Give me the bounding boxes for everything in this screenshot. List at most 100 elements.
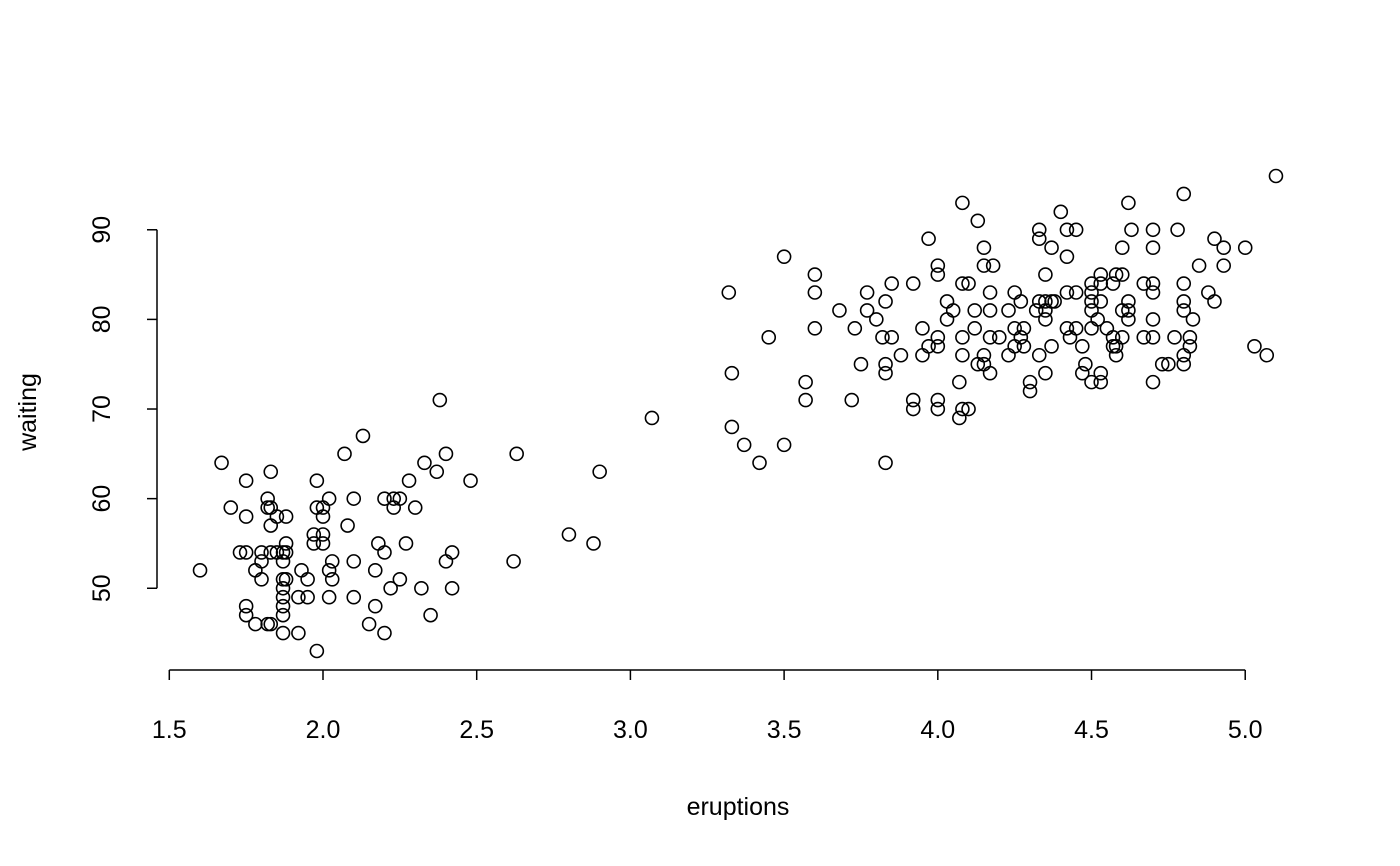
point xyxy=(232,545,248,560)
point xyxy=(970,213,986,229)
point xyxy=(321,563,337,578)
point xyxy=(1084,285,1099,300)
point xyxy=(893,347,909,363)
point xyxy=(1201,285,1216,300)
point xyxy=(269,509,285,524)
point xyxy=(414,580,429,596)
point xyxy=(1074,338,1090,354)
point xyxy=(1068,321,1084,336)
point xyxy=(1031,231,1047,247)
point xyxy=(1114,240,1130,255)
point xyxy=(875,330,890,345)
point xyxy=(263,616,279,632)
point xyxy=(592,464,607,480)
point xyxy=(278,536,294,551)
point xyxy=(438,554,454,569)
point xyxy=(878,294,893,309)
point xyxy=(1207,231,1222,247)
point xyxy=(644,410,660,426)
x-tick-label: 2.0 xyxy=(306,716,341,744)
point xyxy=(223,500,239,515)
point xyxy=(1145,222,1161,238)
point xyxy=(1207,294,1222,309)
point xyxy=(955,347,970,363)
point xyxy=(807,321,823,336)
point xyxy=(1016,321,1032,336)
point xyxy=(985,258,1001,273)
point xyxy=(776,249,792,264)
point xyxy=(278,572,294,587)
point xyxy=(807,285,823,300)
point xyxy=(1093,294,1109,309)
point xyxy=(306,527,322,542)
point xyxy=(1145,374,1161,390)
point xyxy=(982,285,998,300)
point xyxy=(321,491,337,506)
point xyxy=(377,491,392,506)
point xyxy=(1114,330,1130,345)
point xyxy=(905,276,921,291)
point xyxy=(961,276,976,291)
y-tick-label: 60 xyxy=(88,485,116,513)
point xyxy=(248,616,263,632)
point xyxy=(961,401,976,417)
point xyxy=(847,321,863,336)
point xyxy=(1136,330,1152,345)
point xyxy=(1114,267,1130,282)
point xyxy=(254,545,269,560)
point xyxy=(752,455,767,471)
point xyxy=(238,473,254,489)
point xyxy=(955,330,970,345)
point xyxy=(291,589,306,605)
point xyxy=(367,563,383,578)
point xyxy=(930,392,946,408)
point xyxy=(1084,321,1099,336)
point xyxy=(1154,356,1170,372)
point xyxy=(1121,312,1136,327)
point xyxy=(967,303,983,318)
point xyxy=(859,285,875,300)
point xyxy=(798,374,813,390)
point xyxy=(844,392,860,408)
point xyxy=(355,428,371,444)
point xyxy=(463,473,478,489)
x-axis-label: eruptions xyxy=(687,793,790,821)
point xyxy=(1170,222,1185,238)
point xyxy=(832,303,847,318)
point xyxy=(263,500,279,515)
point xyxy=(1078,356,1093,372)
point xyxy=(291,625,306,641)
point xyxy=(278,545,294,560)
point xyxy=(1145,276,1161,291)
x-tick-label: 1.5 xyxy=(152,716,187,744)
point xyxy=(1093,374,1109,390)
point xyxy=(939,294,955,309)
x-tick-label: 5.0 xyxy=(1228,716,1263,744)
point xyxy=(586,536,601,551)
point xyxy=(438,446,454,462)
point xyxy=(1053,204,1069,220)
point xyxy=(1044,240,1059,255)
point xyxy=(337,446,352,462)
point xyxy=(1093,267,1109,282)
point xyxy=(982,365,998,381)
point xyxy=(346,589,362,605)
point xyxy=(921,338,936,354)
point xyxy=(1136,276,1152,291)
point xyxy=(1247,338,1262,354)
point xyxy=(915,347,930,363)
point xyxy=(278,509,294,524)
point xyxy=(1185,312,1201,327)
point xyxy=(878,365,893,381)
point xyxy=(1121,195,1136,211)
point xyxy=(238,598,254,614)
point xyxy=(930,338,946,354)
point xyxy=(1062,330,1078,345)
point xyxy=(1031,347,1047,363)
point xyxy=(275,598,291,614)
point xyxy=(377,625,392,641)
point xyxy=(386,491,402,506)
point xyxy=(1022,383,1038,399)
point xyxy=(429,464,445,480)
